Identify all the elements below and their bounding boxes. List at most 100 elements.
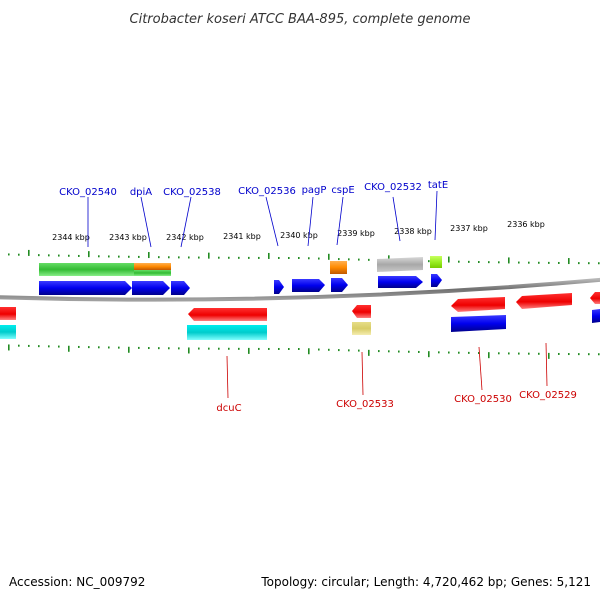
minor-tick [138, 255, 140, 258]
minor-tick [298, 256, 300, 259]
feature-orange[interactable] [330, 261, 347, 274]
gene-cko-02538-arrow[interactable] [171, 281, 190, 295]
feature-orange[interactable] [134, 263, 171, 270]
leader-line [478, 346, 483, 391]
gene-tate-arrow[interactable] [431, 274, 442, 287]
gene-label[interactable]: CKO_02530 [454, 394, 512, 405]
gene-dpia-arrow[interactable] [132, 281, 170, 295]
minor-tick [68, 254, 70, 257]
feature-cyan[interactable] [187, 325, 267, 340]
feature-green[interactable] [39, 263, 134, 276]
major-tick [448, 256, 450, 263]
minor-tick [538, 261, 540, 264]
gene-cko-02529-arrow[interactable] [516, 293, 572, 309]
gene-label[interactable]: tatE [428, 180, 448, 191]
minor-tick [408, 350, 410, 353]
minor-tick [188, 256, 190, 259]
gene-cspe-arrow[interactable] [331, 278, 348, 292]
minor-tick [488, 261, 490, 264]
major-tick [68, 345, 70, 352]
leader-line [307, 196, 314, 247]
kbp-tick-label: 2339 kbp [337, 229, 375, 238]
major-tick [28, 249, 30, 256]
feature-green[interactable] [134, 270, 171, 276]
reverse-gene-labels: dcuC CKO_02533 CKO_02530 CKO_02529 [216, 342, 577, 414]
kbp-tick-label: 2338 kbp [394, 227, 432, 236]
minor-tick [358, 258, 360, 261]
minor-tick [298, 347, 300, 350]
minor-tick [518, 261, 520, 264]
leader-line [392, 196, 401, 242]
leader-line [434, 190, 438, 241]
minor-tick [218, 347, 220, 350]
minor-tick [348, 349, 350, 352]
minor-tick [458, 351, 460, 354]
minor-tick [578, 353, 580, 356]
gene-red-arrow[interactable] [590, 292, 600, 304]
minor-tick [228, 347, 230, 350]
kbp-tick-label: 2342 kbp [166, 233, 204, 242]
gene-label[interactable]: CKO_02536 [238, 186, 296, 197]
feature-blue[interactable] [592, 309, 600, 323]
gene-label[interactable]: CKO_02538 [163, 187, 221, 198]
gene-label[interactable]: CKO_02532 [364, 182, 422, 193]
minor-tick [108, 346, 110, 349]
minor-tick [278, 347, 280, 350]
minor-tick [138, 346, 140, 349]
gene-cko-02540-arrow[interactable] [39, 281, 132, 295]
minor-tick [228, 256, 230, 259]
minor-tick [598, 353, 600, 356]
feature-cyan[interactable] [0, 325, 16, 339]
minor-tick [148, 347, 150, 350]
feature-blue[interactable] [451, 315, 506, 332]
feature-gray[interactable] [377, 257, 423, 272]
minor-tick [158, 256, 160, 259]
minor-tick [458, 260, 460, 263]
kbp-scale: 2344 kbp 2343 kbp 2342 kbp 2341 kbp 2340… [52, 220, 545, 242]
gene-cko-02533-arrow[interactable] [352, 305, 371, 318]
major-tick [268, 252, 270, 259]
minor-tick [478, 261, 480, 264]
gene-label[interactable]: cspE [331, 185, 354, 196]
minor-tick [558, 352, 560, 355]
kbp-tick-label: 2340 kbp [280, 231, 318, 240]
gene-dcuc-arrow[interactable] [188, 308, 267, 321]
minor-tick [358, 349, 360, 352]
forward-strand-features [39, 256, 442, 295]
major-tick [568, 258, 570, 265]
feature-khaki[interactable] [352, 322, 371, 335]
genome-backbone [0, 277, 600, 302]
major-tick [508, 257, 510, 264]
minor-tick [28, 344, 30, 347]
minor-tick [438, 351, 440, 354]
major-tick [8, 344, 10, 351]
minor-tick [588, 353, 590, 356]
minor-tick [448, 351, 450, 354]
leader-line [140, 196, 152, 248]
gene-label[interactable]: dcuC [216, 403, 241, 414]
minor-tick [98, 255, 100, 258]
gene-label[interactable]: CKO_02533 [336, 399, 394, 410]
gene-label[interactable]: CKO_02540 [59, 187, 117, 198]
minor-tick [98, 346, 100, 349]
gene-cko-02536-arrow[interactable] [274, 280, 284, 294]
major-tick [428, 351, 430, 358]
gene-cko-02530-arrow[interactable] [451, 297, 505, 312]
minor-tick [388, 350, 390, 353]
feature-lime[interactable] [430, 256, 442, 268]
gene-cko-02532-arrow[interactable] [378, 276, 423, 288]
major-tick [148, 252, 150, 259]
minor-tick [78, 345, 80, 348]
gene-pagp-arrow[interactable] [292, 279, 325, 292]
gene-label[interactable]: pagP [302, 185, 327, 196]
reverse-strand-features [0, 292, 600, 340]
minor-tick [288, 256, 290, 259]
gene-label[interactable]: dpiA [130, 187, 152, 198]
minor-tick [318, 348, 320, 351]
minor-tick [418, 350, 420, 353]
gene-label[interactable]: CKO_02529 [519, 390, 577, 401]
major-tick [128, 346, 130, 353]
gene-red-arrow[interactable] [0, 307, 16, 320]
inner-tick-ring [8, 344, 600, 359]
